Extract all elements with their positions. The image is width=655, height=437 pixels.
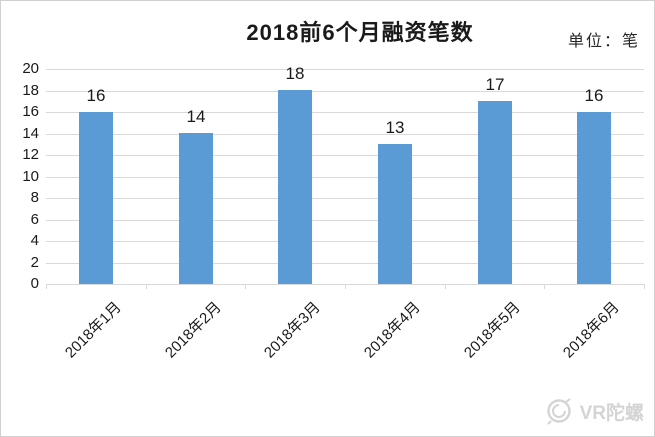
- y-axis-tick-label: 4: [30, 232, 39, 249]
- y-axis-tick-label: 16: [22, 103, 39, 120]
- bar-2018年1月: [79, 112, 113, 284]
- bar-2018年5月: [478, 101, 512, 284]
- gridline: [46, 155, 644, 156]
- bar-2018年6月: [577, 112, 611, 284]
- x-axis-tick-label: 2018年4月: [360, 298, 424, 362]
- x-axis-tick-label: 2018年6月: [559, 298, 623, 362]
- gridline: [46, 263, 644, 264]
- x-axis-tick: [146, 284, 147, 289]
- bar-2018年4月: [378, 144, 412, 284]
- y-axis-tick-label: 6: [30, 211, 39, 228]
- gridline: [46, 241, 644, 242]
- x-axis-tick: [345, 284, 346, 289]
- watermark-text: VR陀螺: [579, 402, 644, 424]
- gyroscope-logo-icon: [546, 398, 571, 425]
- chart-title: 2018前6个月融资笔数: [246, 20, 474, 45]
- x-axis-tick-label: 2018年5月: [460, 298, 524, 362]
- bar-2018年3月: [278, 90, 312, 284]
- bar-value-label: 17: [485, 75, 505, 94]
- x-axis-tick: [445, 284, 446, 289]
- y-axis-tick-label: 18: [22, 82, 39, 99]
- x-axis-tick: [46, 284, 47, 289]
- plot-area: 0 2 4 6 8 10 12 14 16 18 20 16 14 18 13 17 16 2018年1月 20…: [22, 61, 645, 361]
- bar-2018年2月: [179, 133, 213, 284]
- y-axis-tick-label: 8: [30, 189, 39, 206]
- bar-value-label: 13: [385, 118, 405, 137]
- gridline: [46, 220, 644, 221]
- gridline: [46, 112, 644, 113]
- gridline: [46, 177, 644, 178]
- y-axis-tick-label: 0: [30, 275, 39, 292]
- gridline: [46, 91, 644, 92]
- x-axis-tick-label: 2018年3月: [260, 298, 324, 362]
- watermark: VR陀螺: [544, 396, 644, 426]
- bar-value-label: 14: [186, 107, 206, 126]
- bar-value-label: 18: [285, 64, 305, 83]
- gridline: [46, 134, 644, 135]
- x-axis-tick: [245, 284, 246, 289]
- bar-value-label: 16: [584, 86, 604, 105]
- gridline: [46, 198, 644, 199]
- x-axis-tick: [644, 284, 645, 289]
- x-axis-tick: [544, 284, 545, 289]
- unit-label: 单位：笔: [567, 33, 640, 50]
- gridline: [46, 69, 644, 70]
- y-axis-tick-label: 14: [22, 125, 39, 142]
- y-axis-tick-label: 12: [22, 146, 39, 163]
- x-axis-tick-label: 2018年2月: [161, 298, 225, 362]
- bar-value-label: 16: [86, 86, 106, 105]
- y-axis-tick-label: 2: [30, 254, 39, 271]
- y-axis-tick-label: 20: [22, 60, 39, 77]
- x-axis-tick-label: 2018年1月: [61, 298, 125, 362]
- y-axis-tick-label: 10: [22, 168, 39, 185]
